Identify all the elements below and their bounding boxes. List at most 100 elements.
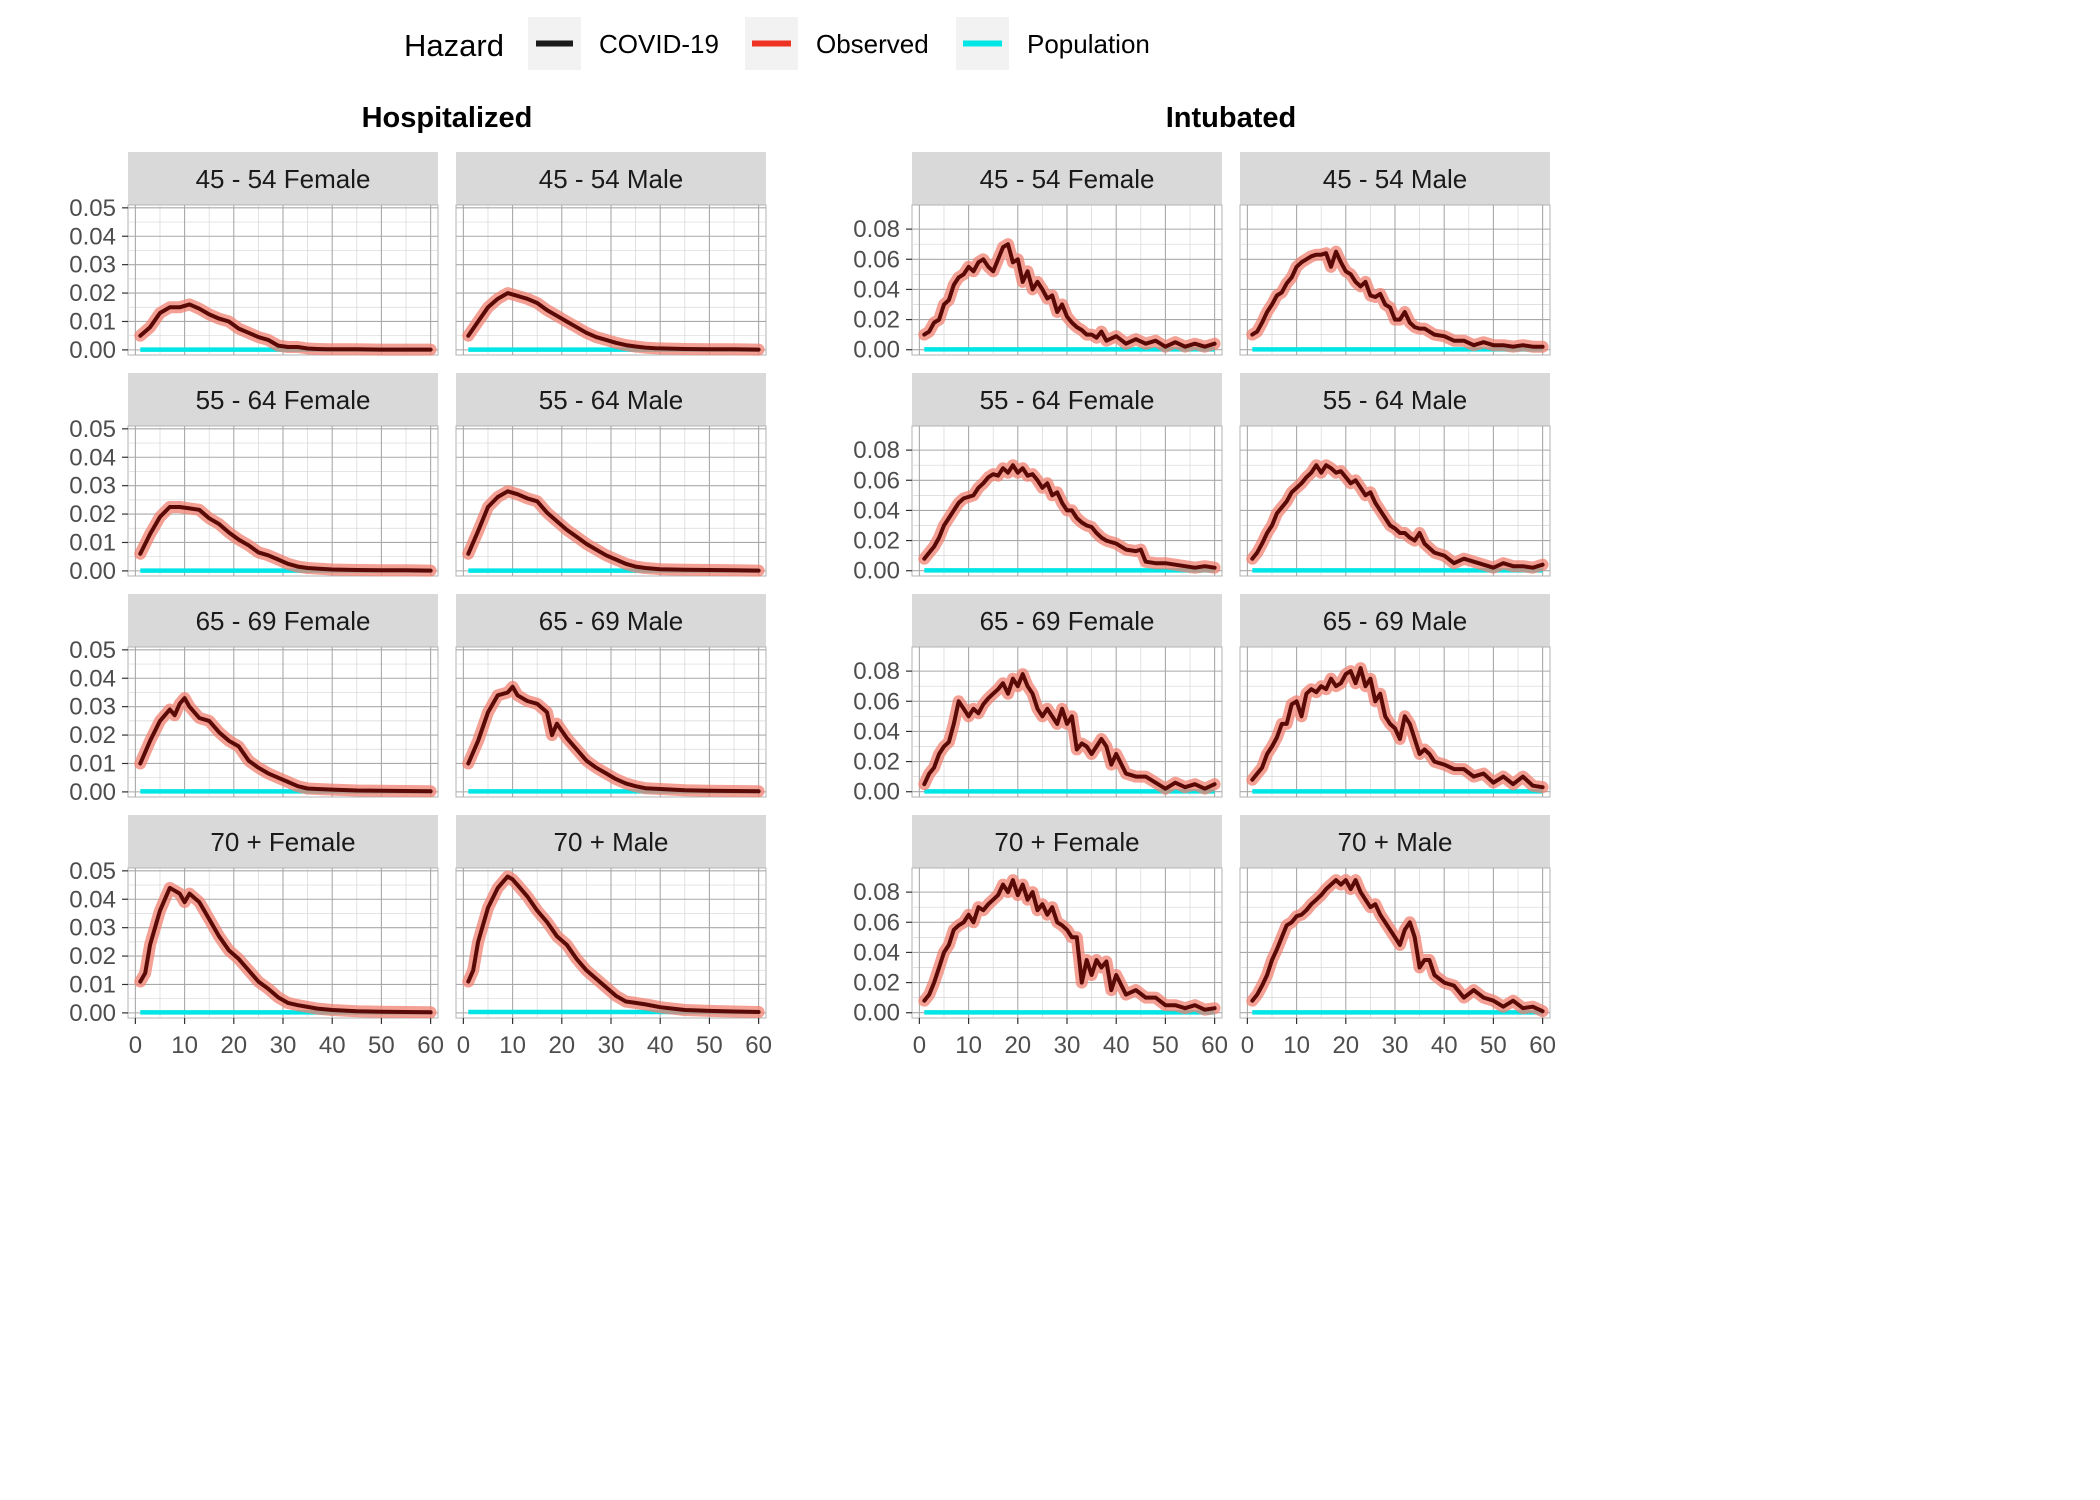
facet-strip-label-intubated-45-54-male: 45 - 54 Male [1323, 164, 1468, 194]
series-covid19-line [922, 463, 1217, 570]
series-covid19-line [138, 302, 433, 352]
y-tick-label: 0.01 [69, 971, 116, 998]
x-tick-label: 40 [647, 1032, 674, 1059]
series-covid19-line [466, 291, 761, 352]
legend-item-covid19: COVID-19 [528, 17, 719, 70]
facet-strip-hospitalized-70-plus-female [128, 815, 438, 868]
y-tick-label: 0.04 [69, 444, 116, 471]
facet-panel-intubated-55-64-female: 55 - 64 Female 0.00 0.02 0.04 0.06 0.08 [853, 373, 1223, 585]
facet-panel-intubated-70-plus-female: 70 + Female 0.00 0.02 0.04 0.06 0.08 0 10 20 30 40… [853, 815, 1228, 1059]
y-tick-label: 0.08 [853, 216, 900, 243]
series-covid19-line [466, 489, 761, 573]
facet-strip-label-intubated-65-69-male: 65 - 69 Male [1323, 606, 1468, 636]
y-tick-label: 0.08 [853, 879, 900, 906]
y-tick-label: 0.05 [69, 637, 116, 664]
x-tick-label: 0 [457, 1032, 470, 1059]
facet-strip-hospitalized-45-54-female [128, 152, 438, 205]
x-tick-label: 60 [1529, 1032, 1556, 1059]
y-tick-label: 0.08 [853, 658, 900, 685]
group-title-intubated: Intubated [1166, 102, 1297, 134]
facet-strip-label-hospitalized-45-54-male: 45 - 54 Male [539, 164, 684, 194]
x-tick-label: 30 [270, 1032, 297, 1059]
x-tick-label: 50 [1480, 1032, 1507, 1059]
x-tick-label: 0 [1241, 1032, 1254, 1059]
y-tick-label: 0.02 [69, 501, 116, 528]
series-covid19-line [1250, 463, 1545, 570]
y-tick-label: 0.02 [853, 528, 900, 555]
facet-strip-label-hospitalized-55-64-female: 55 - 64 Female [196, 385, 371, 415]
group-title-hospitalized: Hospitalized [362, 102, 533, 134]
y-tick-label: 0.04 [853, 497, 900, 524]
facet-strip-label-hospitalized-65-69-female: 65 - 69 Female [196, 606, 371, 636]
y-tick-label: 0.00 [69, 337, 116, 364]
x-tick-label: 10 [1283, 1032, 1310, 1059]
facet-panel-intubated-65-69-female: 65 - 69 Female 0.00 0.02 0.04 0.06 0.08 [853, 594, 1223, 806]
facet-strip-intubated-65-69-male [1240, 594, 1550, 647]
legend-label-covid19: COVID-19 [599, 29, 719, 59]
x-tick-label: 50 [696, 1032, 723, 1059]
x-tick-label: 50 [368, 1032, 395, 1059]
y-tick-label: 0.04 [69, 886, 116, 913]
facet-strip-hospitalized-70-plus-male [456, 815, 766, 868]
x-tick-label: 40 [1103, 1032, 1130, 1059]
x-tick-label: 40 [1431, 1032, 1458, 1059]
y-tick-label: 0.00 [853, 558, 900, 585]
series-covid19-line [138, 505, 433, 573]
facet-strip-intubated-55-64-female [912, 373, 1222, 426]
facet-strip-intubated-45-54-male [1240, 152, 1550, 205]
y-tick-label: 0.04 [853, 939, 900, 966]
series-covid19-line [138, 696, 433, 794]
y-tick-label: 0.06 [853, 246, 900, 273]
series-covid19-line [466, 684, 761, 794]
facet-panel-intubated-65-69-male: 65 - 69 Male [1239, 594, 1551, 798]
x-tick-label: 10 [171, 1032, 198, 1059]
y-tick-label: 0.05 [69, 858, 116, 885]
x-tick-label: 30 [598, 1032, 625, 1059]
x-tick-label: 20 [1004, 1032, 1031, 1059]
x-tick-label: 30 [1382, 1032, 1409, 1059]
faceted-hazard-figure: Hazard COVID-19 Observed Population Hosp… [69, 17, 1556, 1059]
facet-strip-label-hospitalized-45-54-female: 45 - 54 Female [196, 164, 371, 194]
facet-strip-intubated-70-plus-male [1240, 815, 1550, 868]
y-tick-label: 0.00 [69, 1000, 116, 1027]
facet-strip-intubated-55-64-male [1240, 373, 1550, 426]
y-tick-label: 0.04 [853, 718, 900, 745]
x-tick-label: 40 [319, 1032, 346, 1059]
facet-strip-hospitalized-55-64-male [456, 373, 766, 426]
y-tick-label: 0.06 [853, 909, 900, 936]
legend-label-population: Population [1027, 29, 1150, 59]
y-tick-label: 0.02 [853, 307, 900, 334]
y-tick-label: 0.08 [853, 437, 900, 464]
facet-strip-label-hospitalized-70-plus-male: 70 + Male [554, 827, 669, 857]
facet-panel-intubated-70-plus-male: 70 + Male 0 10 20 30 40 50 60 [1239, 815, 1556, 1059]
facet-panel-hospitalized-65-69-female: 65 - 69 Female 0.000.010.020.030.040.05 [69, 594, 439, 806]
x-tick-label: 60 [417, 1032, 444, 1059]
facet-strip-hospitalized-45-54-male [456, 152, 766, 205]
y-tick-label: 0.04 [69, 665, 116, 692]
facet-panel-intubated-55-64-male: 55 - 64 Male [1239, 373, 1551, 577]
x-tick-label: 10 [499, 1032, 526, 1059]
y-tick-label: 0.00 [69, 779, 116, 806]
y-tick-label: 0.01 [69, 750, 116, 777]
x-tick-label: 10 [955, 1032, 982, 1059]
x-tick-label: 60 [1201, 1032, 1228, 1059]
facet-strip-label-intubated-70-plus-female: 70 + Female [994, 827, 1139, 857]
facet-panel-hospitalized-45-54-male: 45 - 54 Male [455, 152, 767, 356]
y-tick-label: 0.05 [69, 195, 116, 222]
y-tick-label: 0.03 [69, 915, 116, 942]
facet-strip-intubated-65-69-female [912, 594, 1222, 647]
x-tick-label: 50 [1152, 1032, 1179, 1059]
series-covid19-line [922, 242, 1217, 349]
series-covid19-line [1250, 666, 1545, 790]
series-covid19-line [1250, 878, 1545, 1014]
y-tick-label: 0.03 [69, 473, 116, 500]
y-tick-label: 0.02 [69, 280, 116, 307]
facet-strip-hospitalized-65-69-male [456, 594, 766, 647]
y-tick-label: 0.02 [853, 970, 900, 997]
series-covid19-line [922, 672, 1217, 791]
facet-strip-label-intubated-55-64-female: 55 - 64 Female [980, 385, 1155, 415]
y-tick-label: 0.00 [853, 337, 900, 364]
facet-strip-intubated-45-54-female [912, 152, 1222, 205]
legend-title: Hazard [404, 28, 504, 63]
